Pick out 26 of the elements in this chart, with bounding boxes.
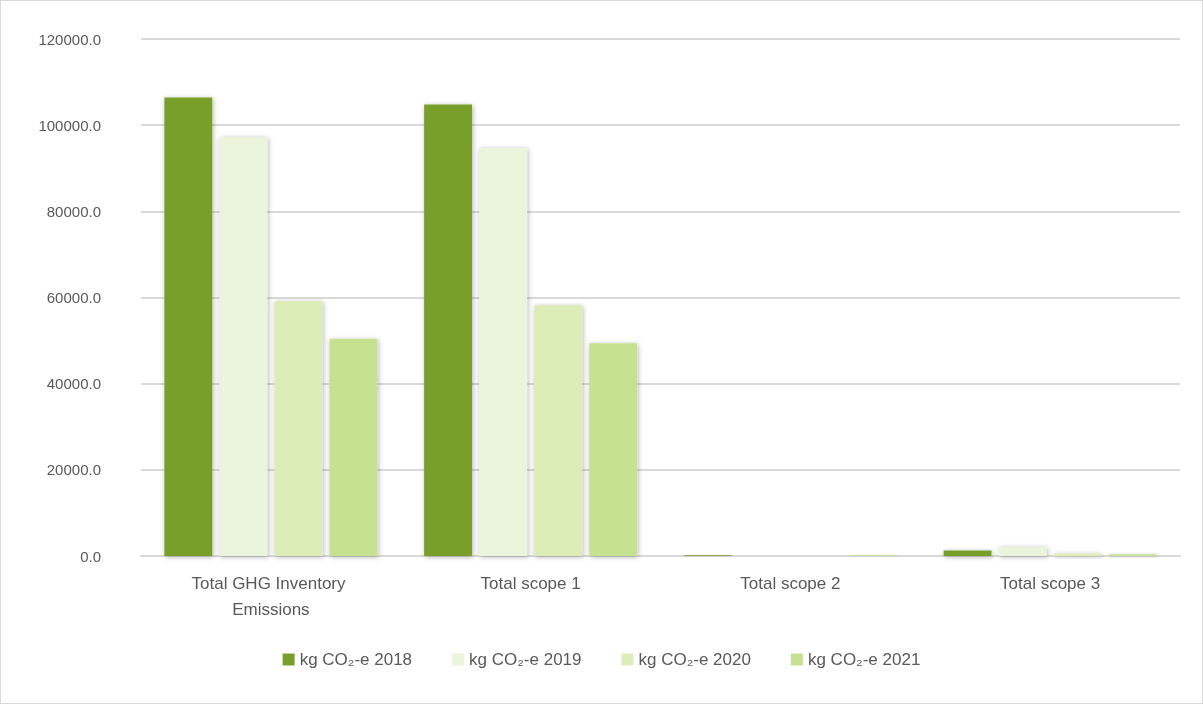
y-tick-label: 20000.0 <box>46 461 101 479</box>
bar <box>1053 553 1102 556</box>
y-tick-label: 120000.0 <box>38 30 101 48</box>
legend-label: kg CO₂-e 2020 <box>638 650 751 669</box>
bar <box>274 300 323 556</box>
x-tick-label: Total scope 3 <box>1000 573 1101 593</box>
bar <box>329 338 378 556</box>
bar <box>943 550 992 556</box>
bar <box>424 104 472 556</box>
y-tick-label: 80000.0 <box>46 202 101 220</box>
bar <box>479 148 528 556</box>
bar <box>534 305 583 556</box>
legend-label: kg CO₂-e 2021 <box>807 650 921 669</box>
y-tick-label: 100000.0 <box>38 116 101 134</box>
bar <box>219 137 268 556</box>
legend-label: kg CO₂-e 2019 <box>469 650 582 669</box>
x-tick-label: Total scope 1 <box>480 573 581 593</box>
bar <box>164 97 213 556</box>
y-tick-label: 60000.0 <box>46 289 101 306</box>
y-tick-label: 40000.0 <box>46 375 101 393</box>
y-tick-label: 0.0 <box>80 547 101 565</box>
bar <box>998 546 1047 556</box>
x-tick-label: Total GHG Inventory Emissions <box>191 573 351 619</box>
x-tick-label: Total scope 2 <box>740 573 841 593</box>
legend-label: kg CO₂-e 2018 <box>299 650 413 669</box>
bar <box>589 343 638 556</box>
